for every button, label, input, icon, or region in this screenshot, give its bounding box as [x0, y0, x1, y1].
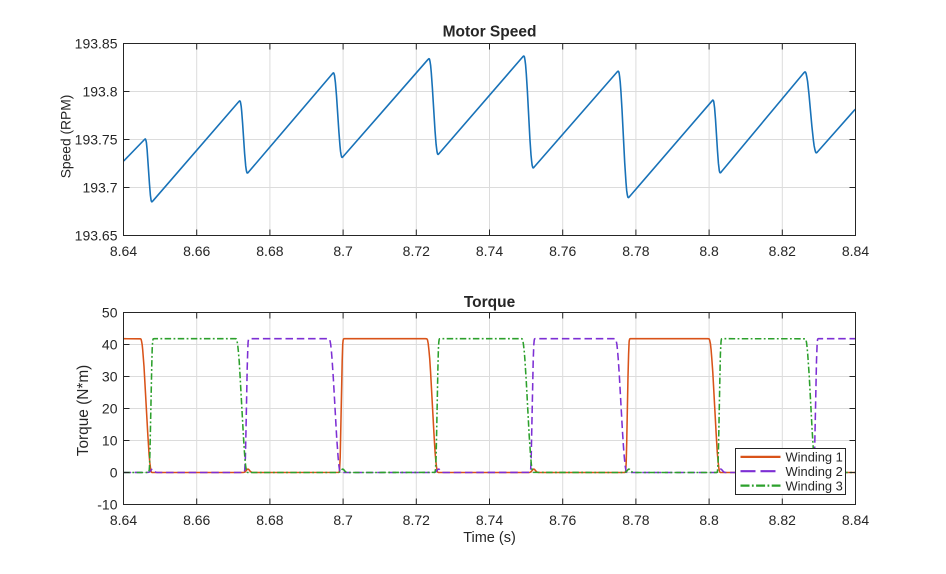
- svg-text:8.7: 8.7: [333, 512, 353, 528]
- svg-text:8.78: 8.78: [622, 243, 649, 259]
- svg-text:40: 40: [102, 337, 118, 353]
- svg-text:Speed (RPM): Speed (RPM): [59, 95, 74, 179]
- svg-text:193.8: 193.8: [82, 84, 117, 100]
- svg-text:30: 30: [102, 369, 118, 385]
- svg-text:8.7: 8.7: [333, 243, 353, 259]
- svg-text:8.78: 8.78: [622, 512, 649, 528]
- svg-text:193.85: 193.85: [75, 36, 118, 52]
- svg-text:8.76: 8.76: [549, 512, 576, 528]
- svg-text:-10: -10: [97, 497, 117, 513]
- svg-text:8.66: 8.66: [183, 512, 210, 528]
- svg-text:Motor Speed: Motor Speed: [443, 23, 537, 40]
- svg-text:8.8: 8.8: [699, 243, 719, 259]
- svg-text:193.65: 193.65: [75, 228, 118, 244]
- svg-text:8.84: 8.84: [842, 243, 869, 259]
- svg-text:Winding 2: Winding 2: [786, 464, 843, 479]
- svg-text:8.74: 8.74: [476, 512, 503, 528]
- svg-text:8.64: 8.64: [110, 512, 137, 528]
- svg-text:8.76: 8.76: [549, 243, 576, 259]
- svg-text:8.72: 8.72: [403, 512, 430, 528]
- svg-text:Torque (N*m): Torque (N*m): [75, 365, 92, 457]
- svg-text:8.82: 8.82: [769, 512, 796, 528]
- svg-text:0: 0: [110, 465, 118, 481]
- svg-text:Winding 3: Winding 3: [786, 478, 843, 493]
- svg-text:8.8: 8.8: [699, 512, 719, 528]
- svg-text:193.7: 193.7: [82, 180, 117, 196]
- svg-text:8.84: 8.84: [842, 512, 869, 528]
- svg-text:8.64: 8.64: [110, 243, 137, 259]
- svg-text:193.75: 193.75: [75, 132, 118, 148]
- svg-text:8.68: 8.68: [256, 512, 283, 528]
- svg-text:8.66: 8.66: [183, 243, 210, 259]
- svg-text:8.72: 8.72: [403, 243, 430, 259]
- svg-text:8.82: 8.82: [769, 243, 796, 259]
- svg-text:8.68: 8.68: [256, 243, 283, 259]
- svg-text:20: 20: [102, 401, 118, 417]
- svg-text:Time (s): Time (s): [463, 530, 516, 546]
- svg-text:50: 50: [102, 305, 118, 321]
- svg-text:Winding 1: Winding 1: [786, 450, 843, 465]
- svg-text:Torque: Torque: [464, 294, 516, 311]
- svg-text:8.74: 8.74: [476, 243, 503, 259]
- svg-text:10: 10: [102, 433, 118, 449]
